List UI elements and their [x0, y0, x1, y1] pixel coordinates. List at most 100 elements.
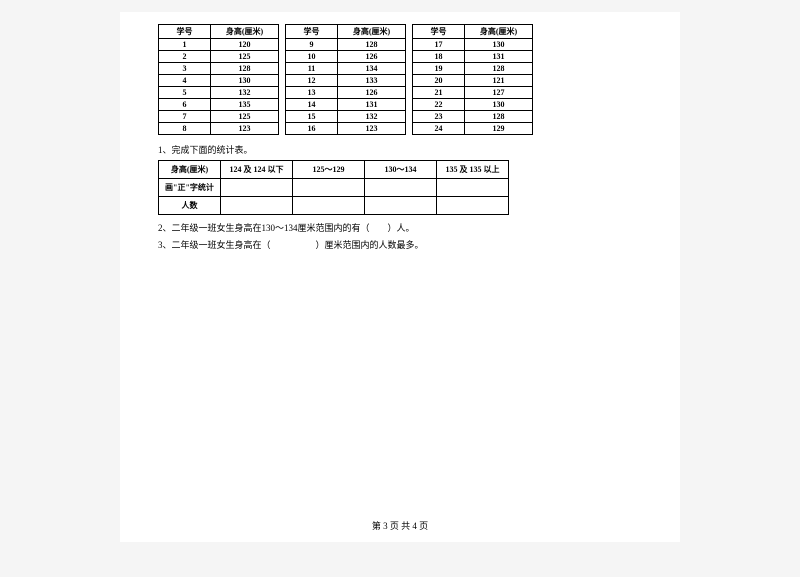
cell-id: 18: [413, 51, 465, 63]
cell-id: 7: [159, 111, 211, 123]
summary-row-header: 身高(厘米): [159, 161, 221, 179]
cell-height: 129: [465, 123, 533, 135]
cell-height: 132: [338, 111, 406, 123]
cell-height: 130: [465, 39, 533, 51]
cell-id: 12: [286, 75, 338, 87]
data-table-1: 学号 身高(厘米) 1120 2125 3128 4130 5132 6135 …: [158, 24, 279, 135]
cell-height: 123: [338, 123, 406, 135]
data-table-3: 学号 身高(厘米) 17130 18131 19128 20121 21127 …: [412, 24, 533, 135]
summary-header-row: 身高(厘米) 124 及 124 以下 125～129 130～134 135 …: [159, 161, 509, 179]
cell-height: 133: [338, 75, 406, 87]
cell-height: 135: [211, 99, 279, 111]
question-3: 3、二年级一班女生身高在（ ）厘米范围内的人数最多。: [158, 238, 642, 251]
col-header-id: 学号: [159, 25, 211, 39]
cell-id: 6: [159, 99, 211, 111]
summary-cell-empty: [221, 197, 293, 215]
col-header-height: 身高(厘米): [465, 25, 533, 39]
summary-col-header: 124 及 124 以下: [221, 161, 293, 179]
cell-id: 16: [286, 123, 338, 135]
cell-id: 22: [413, 99, 465, 111]
summary-cell-empty: [221, 179, 293, 197]
summary-cell-empty: [437, 197, 509, 215]
cell-height: 125: [211, 111, 279, 123]
summary-cell-empty: [365, 179, 437, 197]
cell-id: 17: [413, 39, 465, 51]
table-row: 24129: [413, 123, 533, 135]
summary-row-header: 人数: [159, 197, 221, 215]
cell-id: 13: [286, 87, 338, 99]
cell-height: 132: [211, 87, 279, 99]
cell-height: 126: [338, 87, 406, 99]
cell-id: 20: [413, 75, 465, 87]
table-header-row: 学号 身高(厘米): [159, 25, 279, 39]
cell-height: 130: [211, 75, 279, 87]
table-row: 16123: [286, 123, 406, 135]
table-row: 9128: [286, 39, 406, 51]
cell-height: 128: [338, 39, 406, 51]
table-row: 5132: [159, 87, 279, 99]
cell-height: 121: [465, 75, 533, 87]
summary-tally-row: 画"正"字统计: [159, 179, 509, 197]
col-header-id: 学号: [286, 25, 338, 39]
col-header-id: 学号: [413, 25, 465, 39]
data-table-2: 学号 身高(厘米) 9128 10126 11134 12133 13126 1…: [285, 24, 406, 135]
cell-id: 19: [413, 63, 465, 75]
summary-cell-empty: [437, 179, 509, 197]
table-row: 20121: [413, 75, 533, 87]
table-row: 19128: [413, 63, 533, 75]
table-row: 12133: [286, 75, 406, 87]
cell-height: 130: [465, 99, 533, 111]
table-row: 22130: [413, 99, 533, 111]
summary-cell-empty: [293, 179, 365, 197]
cell-id: 24: [413, 123, 465, 135]
cell-id: 11: [286, 63, 338, 75]
cell-height: 131: [338, 99, 406, 111]
table-row: 2125: [159, 51, 279, 63]
summary-cell-empty: [365, 197, 437, 215]
table-row: 4130: [159, 75, 279, 87]
cell-height: 131: [465, 51, 533, 63]
cell-height: 123: [211, 123, 279, 135]
table-row: 7125: [159, 111, 279, 123]
table-row: 15132: [286, 111, 406, 123]
table-row: 18131: [413, 51, 533, 63]
cell-id: 21: [413, 87, 465, 99]
question-1: 1、完成下面的统计表。: [158, 143, 642, 156]
table-row: 10126: [286, 51, 406, 63]
table-header-row: 学号 身高(厘米): [413, 25, 533, 39]
summary-col-header: 130～134: [365, 161, 437, 179]
table-row: 8123: [159, 123, 279, 135]
cell-id: 15: [286, 111, 338, 123]
document-page: 学号 身高(厘米) 1120 2125 3128 4130 5132 6135 …: [120, 12, 680, 542]
summary-count-row: 人数: [159, 197, 509, 215]
table-row: 21127: [413, 87, 533, 99]
cell-id: 2: [159, 51, 211, 63]
cell-id: 23: [413, 111, 465, 123]
summary-table: 身高(厘米) 124 及 124 以下 125～129 130～134 135 …: [158, 160, 509, 215]
question-2: 2、二年级一班女生身高在130～134厘米范围内的有（ ）人。: [158, 221, 642, 234]
table-row: 14131: [286, 99, 406, 111]
cell-id: 9: [286, 39, 338, 51]
cell-height: 126: [338, 51, 406, 63]
cell-id: 8: [159, 123, 211, 135]
summary-col-header: 135 及 135 以上: [437, 161, 509, 179]
cell-height: 120: [211, 39, 279, 51]
cell-id: 4: [159, 75, 211, 87]
cell-height: 128: [465, 63, 533, 75]
cell-id: 1: [159, 39, 211, 51]
cell-id: 5: [159, 87, 211, 99]
cell-height: 127: [465, 87, 533, 99]
cell-height: 134: [338, 63, 406, 75]
page-footer: 第 3 页 共 4 页: [120, 519, 680, 532]
cell-id: 14: [286, 99, 338, 111]
cell-height: 125: [211, 51, 279, 63]
cell-height: 128: [465, 111, 533, 123]
table-header-row: 学号 身高(厘米): [286, 25, 406, 39]
table-row: 1120: [159, 39, 279, 51]
summary-cell-empty: [293, 197, 365, 215]
col-header-height: 身高(厘米): [211, 25, 279, 39]
table-row: 17130: [413, 39, 533, 51]
col-header-height: 身高(厘米): [338, 25, 406, 39]
table-row: 13126: [286, 87, 406, 99]
cell-id: 10: [286, 51, 338, 63]
